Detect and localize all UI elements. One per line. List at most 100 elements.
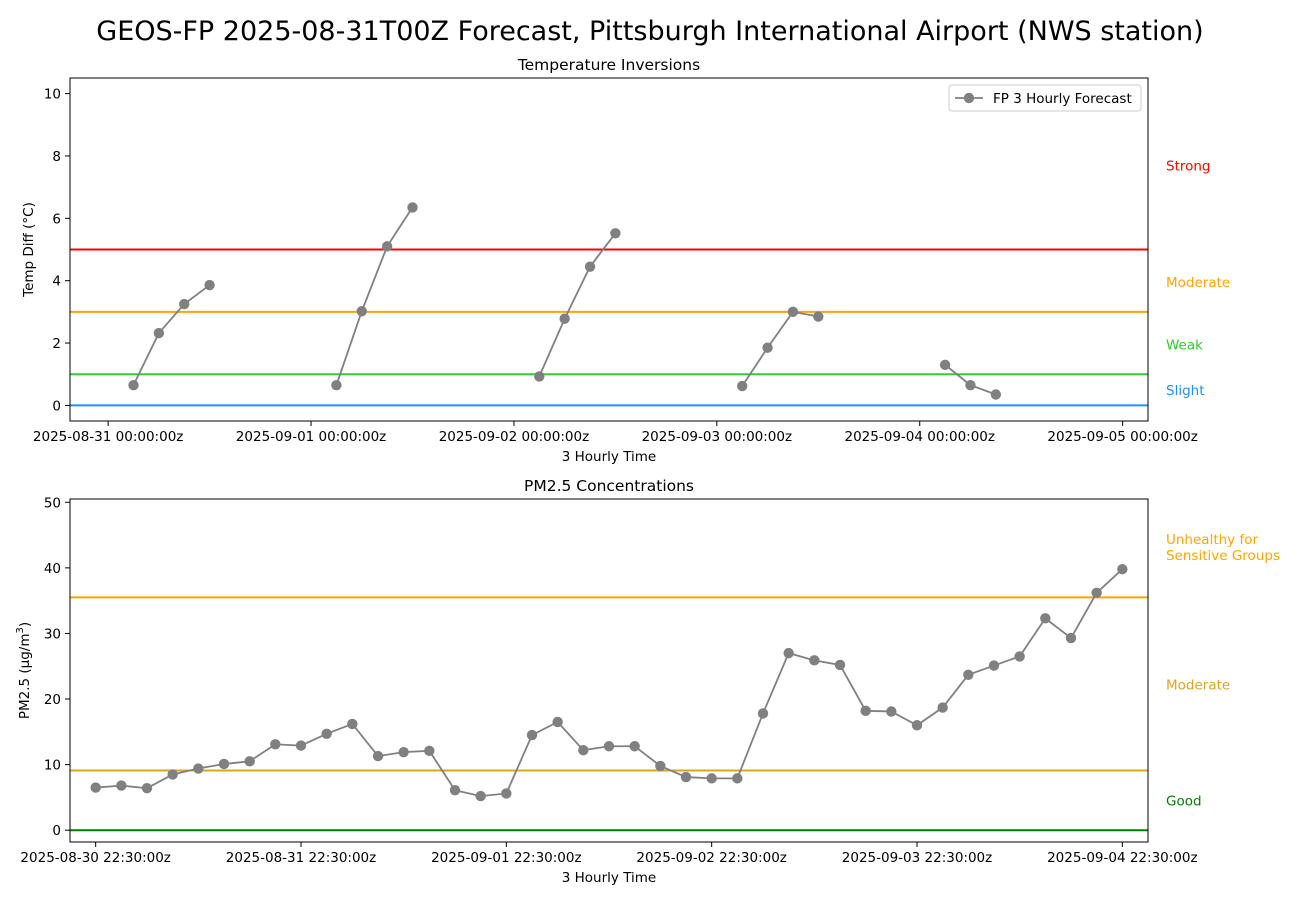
y-tick-label: 20 bbox=[44, 692, 61, 708]
y-tick-label: 10 bbox=[44, 87, 61, 103]
data-point bbox=[584, 261, 596, 272]
y-tick-label: 40 bbox=[44, 561, 61, 577]
data-point bbox=[1014, 651, 1025, 662]
data-point bbox=[141, 783, 153, 794]
plot-frame bbox=[69, 498, 1149, 843]
data-point bbox=[757, 708, 769, 719]
x-tick-label: 2025-09-03 00:00:00z bbox=[642, 429, 792, 445]
y-tick-label: 6 bbox=[52, 211, 61, 227]
y-tick-label: 0 bbox=[52, 823, 61, 839]
data-point bbox=[963, 669, 974, 680]
charts-group: Temperature Inversions Strong Moderate Weak… bbox=[15, 56, 1280, 886]
x-tick-label: 2025-08-31 22:30:00z bbox=[226, 850, 376, 866]
series-line bbox=[538, 232, 617, 377]
data-point bbox=[787, 306, 799, 318]
figure-title: GEOS-FP 2025-08-31T00Z Forecast, Pittsbu… bbox=[96, 16, 1203, 47]
data-point bbox=[965, 379, 976, 391]
data-point bbox=[886, 706, 897, 717]
data-point bbox=[911, 720, 923, 731]
data-point bbox=[90, 782, 101, 793]
x-tick-label: 2025-09-03 22:30:00z bbox=[842, 850, 992, 866]
data-point bbox=[834, 659, 846, 671]
data-point bbox=[534, 371, 545, 382]
plot-frame bbox=[69, 77, 1149, 422]
data-point bbox=[860, 705, 871, 717]
legend-marker bbox=[963, 92, 975, 104]
data-point bbox=[680, 771, 692, 783]
data-point bbox=[706, 773, 717, 784]
series-line bbox=[741, 310, 819, 387]
data-point bbox=[193, 763, 204, 774]
legend: FP 3 Hourly Forecast bbox=[948, 84, 1142, 112]
data-point bbox=[1040, 613, 1051, 624]
x-tick-label: 2025-08-31 00:00:00z bbox=[33, 429, 183, 445]
y-tick-label: 2 bbox=[52, 336, 61, 352]
data-point bbox=[270, 739, 281, 750]
data-point bbox=[356, 306, 367, 317]
data-point bbox=[501, 788, 512, 799]
data-point bbox=[295, 740, 307, 751]
data-point bbox=[347, 718, 358, 730]
x-tick-label: 2025-09-04 22:30:00z bbox=[1047, 850, 1197, 866]
y-tick-label: 8 bbox=[52, 149, 61, 165]
data-point bbox=[449, 784, 461, 796]
chart-title: Temperature Inversions bbox=[517, 56, 700, 74]
data-point bbox=[1065, 632, 1077, 644]
x-tick-label: 2025-09-01 00:00:00z bbox=[236, 429, 386, 445]
data-point bbox=[475, 790, 486, 802]
data-point bbox=[578, 744, 589, 756]
x-tick-label: 2025-09-02 00:00:00z bbox=[439, 429, 589, 445]
data-point bbox=[128, 379, 139, 391]
threshold-label: Moderate bbox=[1166, 678, 1230, 694]
legend-box bbox=[948, 84, 1142, 112]
chart-title: PM2.5 Concentrations bbox=[524, 477, 694, 495]
data-point bbox=[116, 780, 127, 791]
y-tick-label: 4 bbox=[52, 274, 61, 290]
data-point bbox=[167, 769, 178, 780]
x-tick-label: 2025-09-05 00:00:00z bbox=[1047, 429, 1197, 445]
threshold-label: Moderate bbox=[1166, 275, 1230, 291]
data-point bbox=[732, 773, 743, 784]
data-point bbox=[218, 758, 230, 770]
data-point bbox=[244, 756, 255, 767]
data-point bbox=[424, 745, 435, 757]
threshold-label: Strong bbox=[1166, 158, 1211, 174]
data-point bbox=[737, 380, 748, 392]
series-line bbox=[132, 284, 211, 386]
x-axis-label: 3 Hourly Time bbox=[562, 449, 656, 465]
threshold-label: Good bbox=[1166, 794, 1202, 810]
series-line bbox=[335, 206, 414, 386]
data-point bbox=[331, 379, 342, 391]
data-series bbox=[90, 563, 1128, 802]
chart-1: Temperature Inversions Strong Moderate Weak… bbox=[21, 56, 1230, 465]
data-point bbox=[179, 298, 190, 310]
y-tick-label: 0 bbox=[52, 398, 61, 414]
data-point bbox=[204, 279, 215, 291]
data-point bbox=[655, 760, 666, 772]
data-point bbox=[381, 241, 393, 252]
data-point bbox=[988, 660, 1000, 671]
threshold-label: Weak bbox=[1166, 338, 1203, 354]
data-point bbox=[990, 389, 1002, 400]
data-point bbox=[603, 741, 615, 752]
data-point bbox=[153, 327, 165, 339]
data-point bbox=[398, 746, 409, 758]
y-tick-label: 10 bbox=[44, 758, 61, 774]
x-axis-label: 3 Hourly Time bbox=[562, 870, 656, 886]
y-tick-label: 30 bbox=[44, 626, 61, 642]
data-point bbox=[939, 359, 951, 371]
chart-2: PM2.5 Concentrations Unhealthy for Sensiti… bbox=[15, 477, 1280, 886]
x-tick-label: 2025-09-02 22:30:00z bbox=[636, 850, 786, 866]
data-point bbox=[762, 342, 773, 353]
data-series bbox=[128, 202, 1002, 400]
data-point bbox=[559, 313, 570, 324]
legend-label: FP 3 Hourly Forecast bbox=[993, 91, 1132, 107]
x-tick-label: 2025-09-01 22:30:00z bbox=[431, 850, 581, 866]
data-point bbox=[809, 655, 820, 666]
data-point bbox=[526, 729, 538, 741]
y-tick-label: 50 bbox=[44, 495, 61, 511]
data-point bbox=[407, 202, 418, 213]
y-axis-label: Temp Diff (°C) bbox=[21, 202, 37, 298]
data-point bbox=[321, 728, 332, 739]
data-point bbox=[372, 750, 384, 762]
